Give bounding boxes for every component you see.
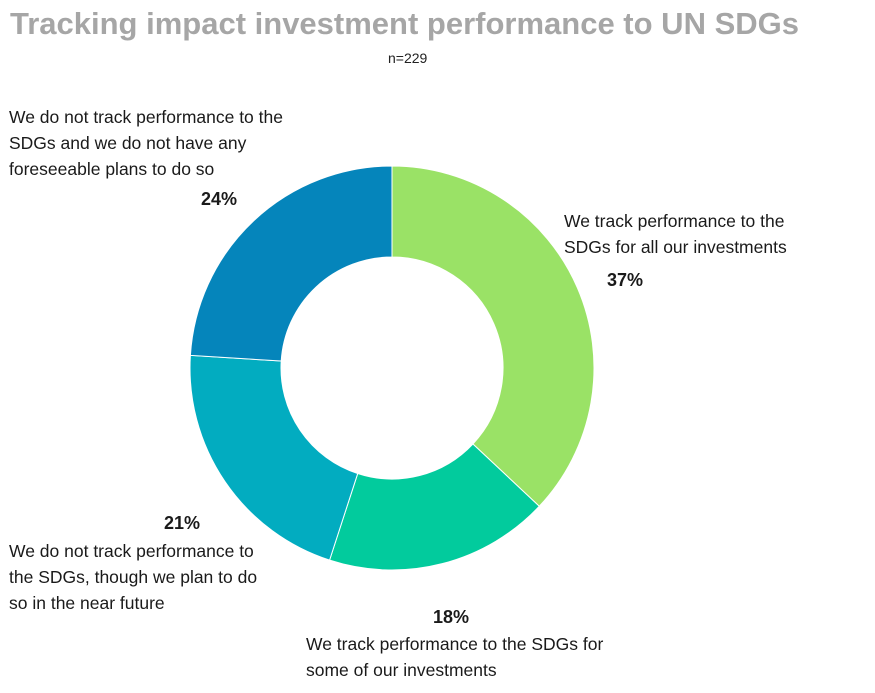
slice-label-line: We do not track performance to the — [9, 107, 283, 127]
chart-title: Tracking impact investment performance t… — [10, 6, 799, 41]
slice-value-plan-to-track: 21% — [164, 513, 201, 533]
slice-label-line: foreseeable plans to do so — [9, 159, 215, 179]
slice-label-line: We do not track performance to — [9, 541, 254, 561]
slice-value-all-investments: 37% — [607, 270, 644, 290]
slice-value-no-plans: 24% — [201, 189, 238, 209]
slice-label-line: SDGs and we do not have any — [9, 133, 247, 153]
chart-subtitle: n=229 — [388, 50, 428, 66]
slice-value-some-investments: 18% — [433, 607, 470, 627]
slice-some-investments — [328, 443, 540, 571]
slice-plan-to-track — [189, 354, 359, 561]
slice-label-line: We track performance to the SDGs for — [306, 634, 604, 654]
slice-label-line: SDGs for all our investments — [564, 237, 787, 257]
slice-label-line: some of our investments — [306, 660, 497, 680]
slice-label-plan-to-track: We do not track performance to the SDGs,… — [9, 538, 257, 616]
slice-no-plans — [189, 165, 393, 362]
slice-label-line: We track performance to the — [564, 211, 785, 231]
slice-label-line: so in the near future — [9, 593, 165, 613]
slice-label-some-investments: We track performance to the SDGs for som… — [306, 631, 603, 683]
slice-label-no-plans: We do not track performance to the SDGs … — [9, 104, 283, 182]
slice-label-line: the SDGs, though we plan to do — [9, 567, 258, 587]
slice-all-investments — [391, 165, 595, 507]
slice-label-all-investments: We track performance to the SDGs for all… — [564, 208, 787, 260]
